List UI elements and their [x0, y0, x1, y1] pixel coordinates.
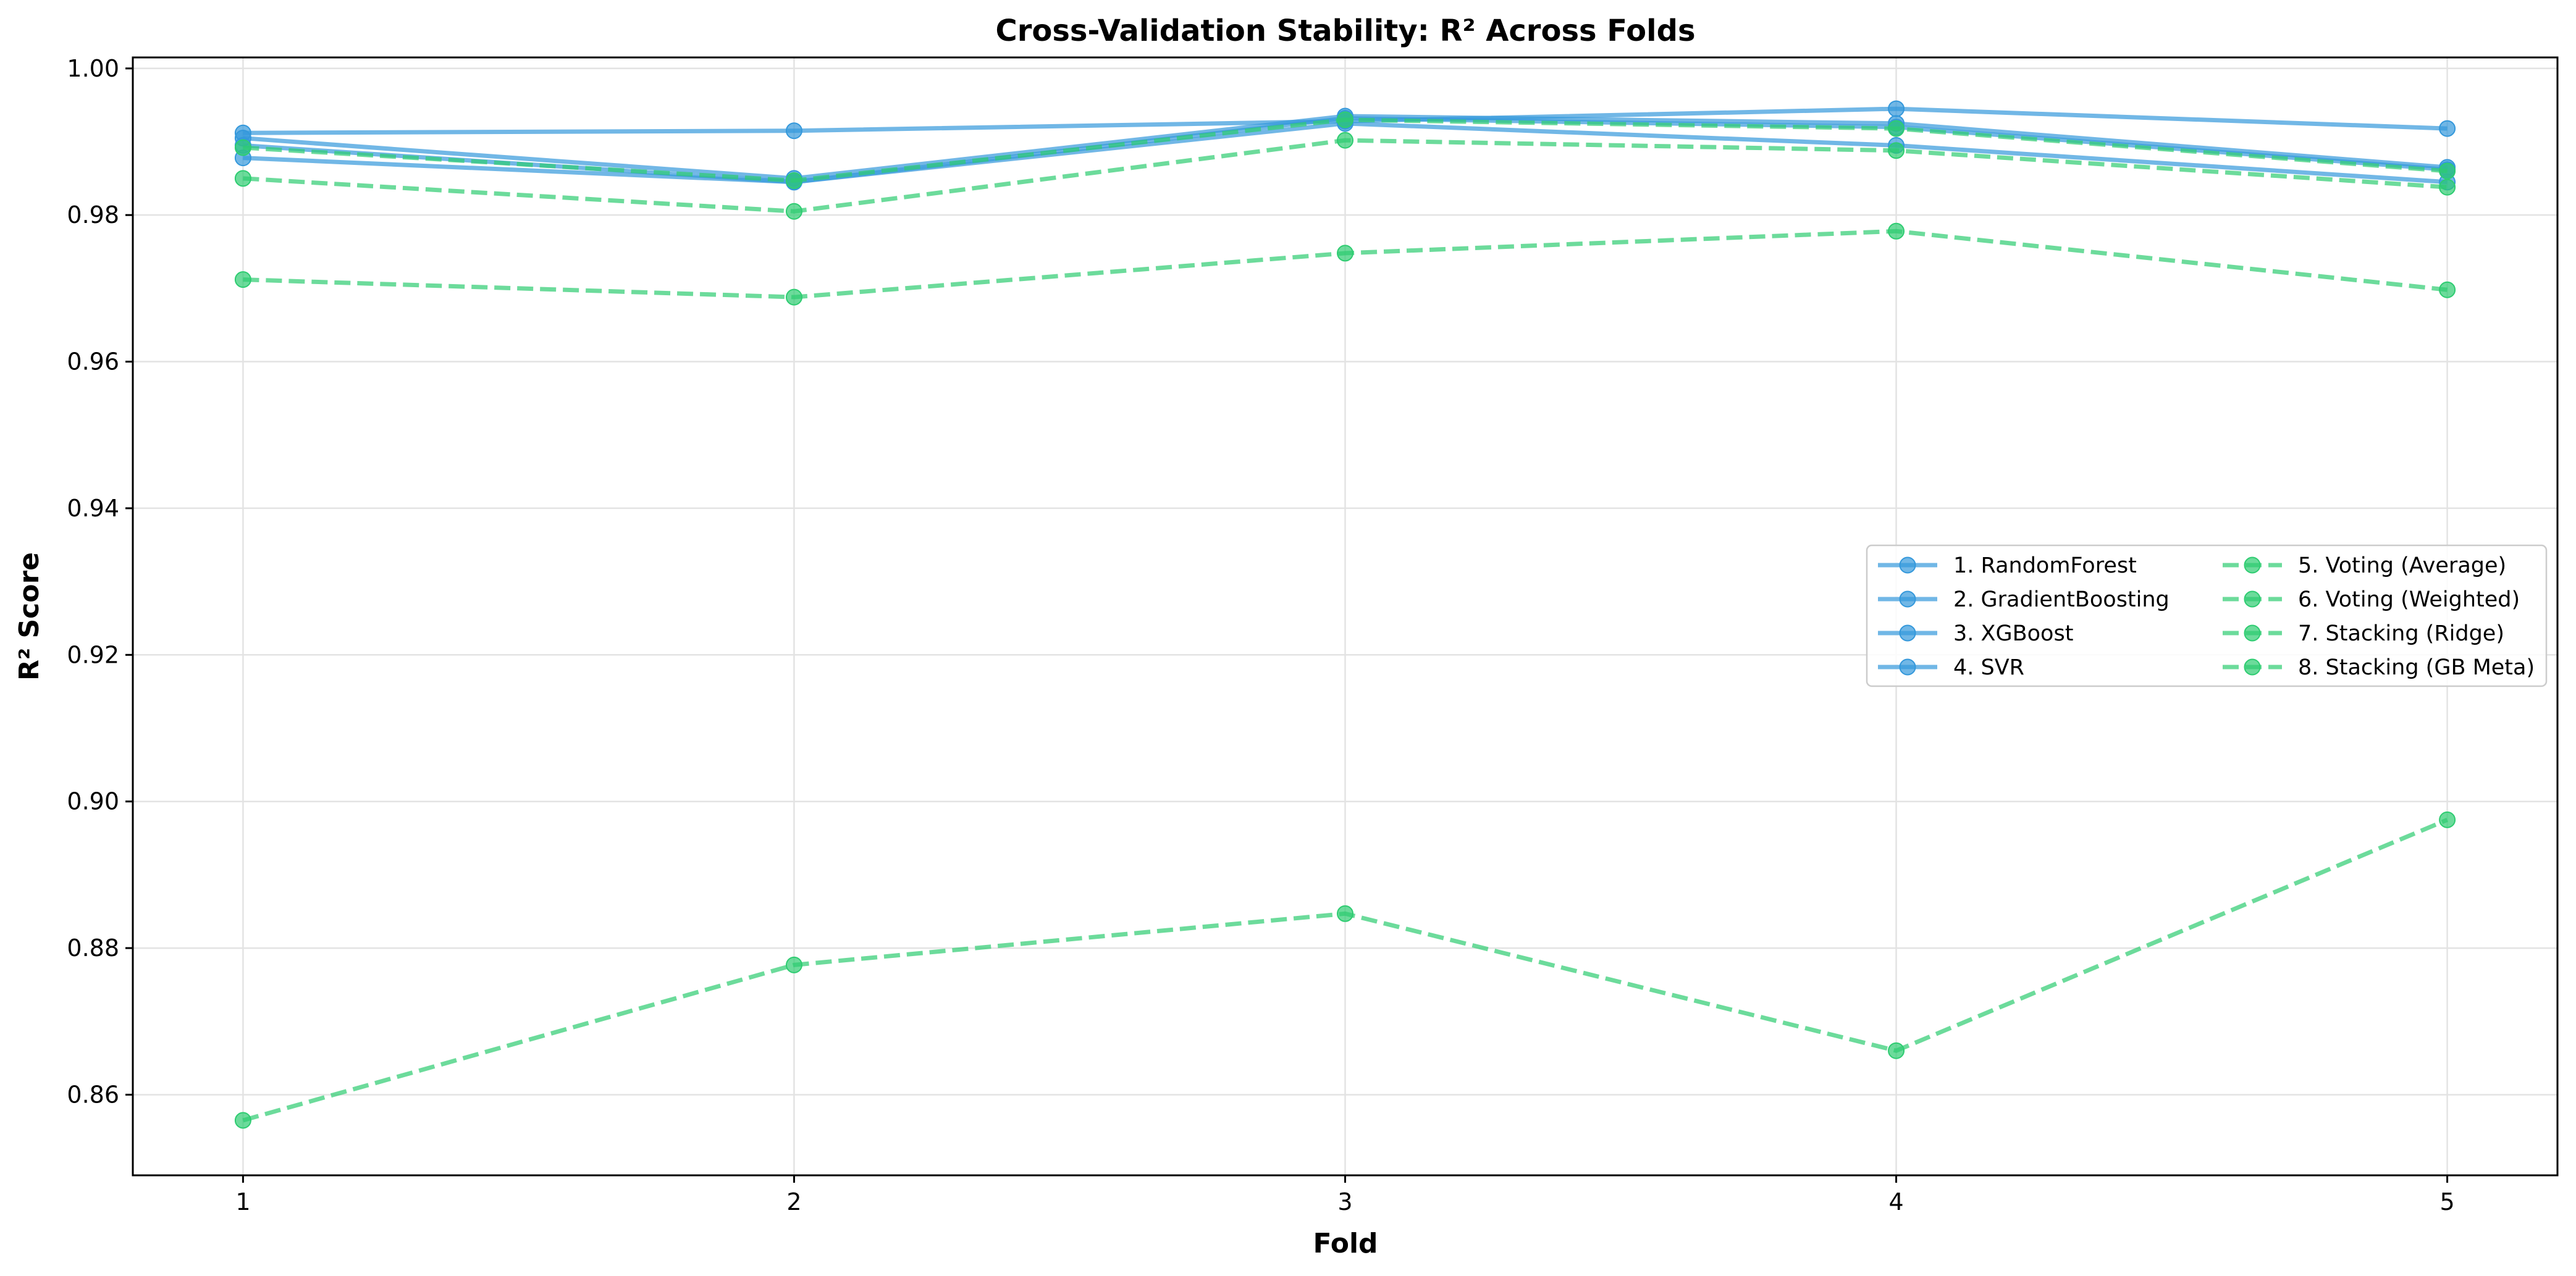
legend-label: 4. SVR	[1953, 655, 2024, 680]
legend-item: 5. Voting (Average)	[2223, 553, 2506, 578]
y-tick-label: 0.98	[67, 201, 119, 229]
y-tick-label: 0.96	[67, 348, 119, 376]
y-tick-label: 0.90	[67, 788, 119, 815]
data-point	[1888, 142, 1905, 159]
data-point	[785, 288, 802, 306]
legend-marker	[1899, 658, 1916, 676]
data-point	[1888, 100, 1905, 117]
legend-item: 3. XGBoost	[1878, 621, 2073, 646]
legend-marker	[1899, 624, 1916, 642]
chart-title: Cross-Validation Stability: R² Across Fo…	[995, 14, 1695, 48]
data-point	[234, 1112, 251, 1129]
data-point	[1337, 132, 1353, 149]
data-point	[234, 271, 251, 288]
x-axis-label: Fold	[1313, 1228, 1378, 1259]
data-point	[785, 122, 802, 140]
legend-marker	[1899, 556, 1916, 574]
grid-lines	[133, 57, 2557, 1175]
series-layer	[234, 100, 2456, 1129]
data-point	[1888, 120, 1905, 137]
legend-label: 1. RandomForest	[1953, 553, 2137, 578]
legend-marker	[2244, 556, 2261, 574]
legend-item: 1. RandomForest	[1878, 553, 2137, 578]
data-point	[2439, 811, 2456, 828]
legend-label: 8. Stacking (GB Meta)	[2298, 655, 2535, 680]
y-tick-label: 0.94	[67, 495, 119, 522]
x-tick-label: 2	[786, 1188, 801, 1215]
legend-marker	[1899, 590, 1916, 608]
y-tick-label: 0.88	[67, 934, 119, 962]
legend-item: 2. GradientBoosting	[1878, 587, 2170, 612]
axis-ticks: 0.86 0.88 0.90 0.92 0.94 0.96 0.98 1.00 1 2 3 4 5	[67, 55, 2454, 1215]
y-axis-label: R² Score	[14, 552, 45, 681]
legend: 1. RandomForest 2. GradientBoosting 3. XGB…	[1866, 544, 2548, 687]
legend-marker	[2244, 590, 2261, 608]
data-point	[1337, 905, 1353, 922]
legend-marker	[2244, 624, 2261, 642]
legend-label: 3. XGBoost	[1953, 621, 2073, 646]
x-tick-label: 3	[1337, 1188, 1352, 1215]
data-point	[1888, 1042, 1905, 1059]
series-5	[234, 111, 2456, 189]
legend-item: 8. Stacking (GB Meta)	[2223, 655, 2535, 680]
y-tick-label: 1.00	[67, 55, 119, 82]
y-tick-label: 0.92	[67, 641, 119, 668]
legend-marker	[2244, 658, 2261, 676]
data-point	[785, 172, 802, 189]
data-point	[2439, 120, 2456, 137]
legend-label: 2. GradientBoosting	[1953, 587, 2170, 612]
data-point	[2439, 178, 2456, 196]
x-tick-label: 1	[235, 1188, 250, 1215]
data-point	[1337, 111, 1353, 128]
data-point	[2439, 281, 2456, 298]
legend-item: 4. SVR	[1878, 655, 2024, 680]
legend-item: 6. Voting (Weighted)	[2223, 587, 2520, 612]
legend-label: 5. Voting (Average)	[2298, 553, 2506, 578]
x-tick-label: 4	[1888, 1188, 1903, 1215]
series-6	[234, 132, 2456, 220]
series-8	[234, 811, 2456, 1129]
series-7	[234, 222, 2456, 306]
data-point	[785, 956, 802, 973]
data-point	[1337, 245, 1353, 262]
legend-label: 6. Voting (Weighted)	[2298, 587, 2520, 612]
data-point	[2439, 162, 2456, 180]
legend-item: 7. Stacking (Ridge)	[2223, 621, 2504, 646]
data-point	[234, 170, 251, 187]
data-point	[234, 139, 251, 156]
x-tick-label: 5	[2439, 1188, 2454, 1215]
data-point	[785, 203, 802, 220]
legend-label: 7. Stacking (Ridge)	[2298, 621, 2504, 646]
legend-frame	[1866, 544, 2548, 687]
y-tick-label: 0.86	[67, 1081, 119, 1108]
data-point	[1888, 222, 1905, 240]
